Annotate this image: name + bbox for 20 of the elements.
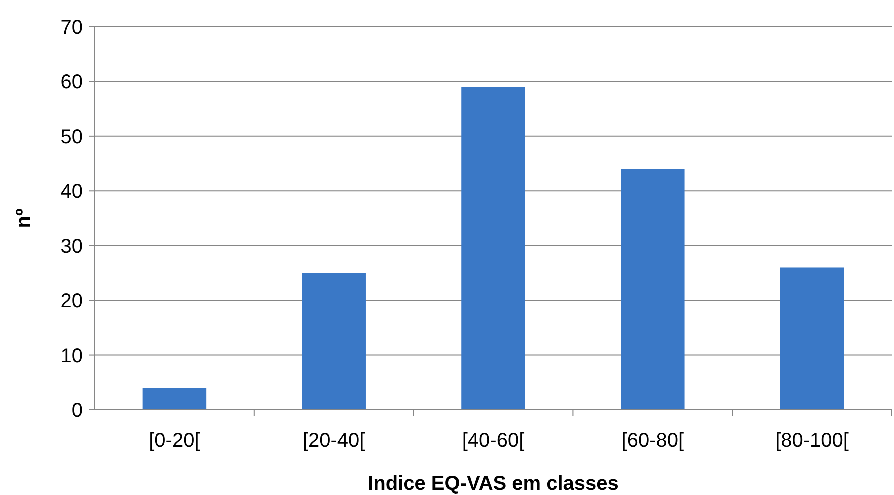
y-axis-title: nº xyxy=(13,208,35,228)
y-tick-label: 70 xyxy=(60,17,83,39)
x-tick-label: [0-20[ xyxy=(149,430,201,452)
x-axis-title: Indice EQ-VAS em classes xyxy=(368,473,619,495)
x-tick-label: [40-60[ xyxy=(462,430,526,452)
bar xyxy=(621,169,685,410)
y-tick-label: 60 xyxy=(60,72,83,94)
y-tick-label: 10 xyxy=(60,345,83,368)
y-tick-label: 50 xyxy=(60,126,83,148)
bar xyxy=(142,388,207,410)
y-tick-label: 40 xyxy=(60,181,83,204)
y-tick-label: 20 xyxy=(60,290,83,313)
bar xyxy=(780,268,844,410)
x-tick-label: [20-40[ xyxy=(302,430,366,452)
x-tick-label: [60-80[ xyxy=(622,430,684,452)
x-tick-label: [80-100[ xyxy=(776,430,850,452)
bar xyxy=(302,273,366,410)
y-tick-label: 0 xyxy=(72,400,83,422)
y-tick-label: 30 xyxy=(60,236,83,258)
bar xyxy=(462,87,526,410)
